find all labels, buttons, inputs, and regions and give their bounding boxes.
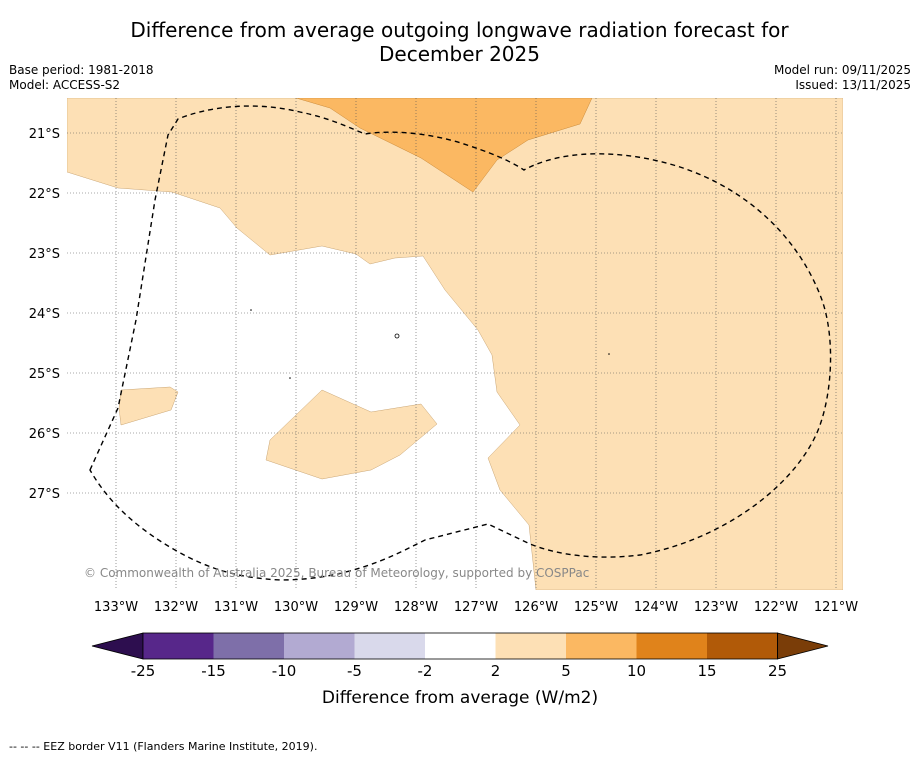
footer-note: -- -- -- EEZ border V11 (Flanders Marine…: [9, 740, 318, 753]
issued-date: Issued: 13/11/2025: [795, 78, 911, 92]
title-line-1: Difference from average outgoing longwav…: [130, 18, 789, 42]
anomaly-island-west: [118, 386, 179, 426]
island-marker: [394, 333, 400, 339]
island-marker: [289, 377, 291, 379]
colorbar-segment: [425, 633, 496, 659]
colorbar-tick: 10: [627, 662, 646, 680]
colorbar-segment: [213, 633, 284, 659]
colorbar-segment: [636, 633, 707, 659]
colorbar-ticks: -25 -15 -10 -5 -2 2 5 10 15 25: [131, 662, 787, 680]
map-title: Difference from average outgoing longwav…: [0, 18, 919, 66]
anomaly-region-5-10: [295, 98, 593, 193]
lon-label: 128°W: [394, 600, 438, 615]
base-period: Base period: 1981-2018: [9, 63, 154, 77]
meta-left: Base period: 1981-2018 Model: ACCESS-S2: [9, 63, 154, 93]
colorbar-segment: [495, 633, 566, 659]
colorbar-tick: -10: [272, 662, 297, 680]
lon-label: 122°W: [754, 600, 798, 615]
copyright-text: © Commonwealth of Australia 2025, Bureau…: [84, 566, 589, 580]
model-name: Model: ACCESS-S2: [9, 78, 121, 92]
lon-label: 121°W: [814, 600, 858, 615]
lon-label: 130°W: [274, 600, 318, 615]
longitude-labels: 133°W 132°W 131°W 130°W 129°W 128°W 127°…: [94, 600, 858, 615]
lat-label: 24°S: [29, 307, 60, 322]
lon-label: 125°W: [574, 600, 618, 615]
colorbar: -25 -15 -10 -5 -2 2 5 10 15 25 Differenc…: [91, 632, 829, 708]
anomaly-region-2-5: [67, 98, 843, 590]
lat-label: 26°S: [29, 427, 60, 442]
lat-label: 21°S: [29, 127, 60, 142]
eez-border: [89, 105, 832, 581]
meta-right: Model run: 09/11/2025 Issued: 13/11/2025: [774, 63, 911, 93]
colorbar-segment: [354, 633, 425, 659]
lon-label: 129°W: [334, 600, 378, 615]
colorbar-segment: [143, 633, 214, 659]
anomaly-island-central: [265, 389, 438, 480]
model-run: Model run: 09/11/2025: [773, 63, 911, 77]
lon-label: 133°W: [94, 600, 138, 615]
colorbar-outline: [142, 632, 778, 660]
island-marker: [608, 353, 610, 355]
island-marker: [250, 309, 252, 311]
lat-label: 27°S: [29, 487, 60, 502]
colorbar-label: Difference from average (W/m2): [322, 688, 598, 708]
colorbar-segment: [566, 633, 637, 659]
lon-label: 126°W: [514, 600, 558, 615]
map-area: © Commonwealth of Australia 2025, Bureau…: [67, 98, 843, 590]
colorbar-tick: 25: [768, 662, 787, 680]
colorbar-tick: 15: [697, 662, 716, 680]
colorbar-segment: [284, 633, 355, 659]
lon-label: 132°W: [154, 600, 198, 615]
colorbar-extend-low: [91, 632, 144, 660]
lat-label: 22°S: [29, 187, 60, 202]
colorbar-tick: -2: [418, 662, 433, 680]
lon-label: 123°W: [694, 600, 738, 615]
colorbar-tick: -15: [201, 662, 226, 680]
title-line-2: December 2025: [379, 42, 540, 66]
lon-label: 124°W: [634, 600, 678, 615]
colorbar-tick: 5: [561, 662, 571, 680]
lat-label: 23°S: [29, 247, 60, 262]
lon-label: 131°W: [214, 600, 258, 615]
gridlines: [67, 98, 843, 590]
colorbar-tick: 2: [491, 662, 501, 680]
colorbar-tick: -5: [347, 662, 362, 680]
latitude-labels: 21°S 22°S 23°S 24°S 25°S 26°S 27°S: [29, 127, 60, 502]
lat-label: 25°S: [29, 367, 60, 382]
lon-label: 127°W: [454, 600, 498, 615]
colorbar-segment: [707, 633, 778, 659]
colorbar-extend-high: [777, 632, 829, 660]
colorbar-tick: -25: [131, 662, 156, 680]
